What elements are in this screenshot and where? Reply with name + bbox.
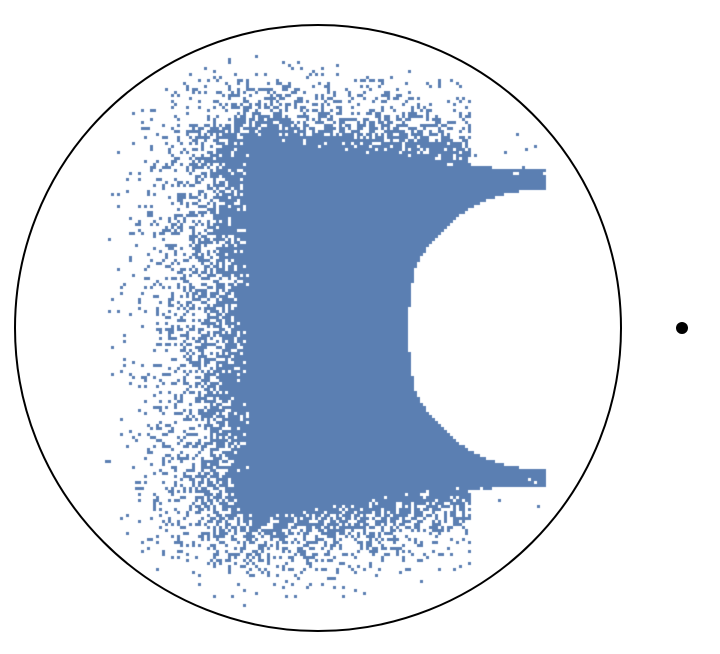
external-point: [676, 322, 688, 334]
boundary-circle: [14, 24, 622, 632]
